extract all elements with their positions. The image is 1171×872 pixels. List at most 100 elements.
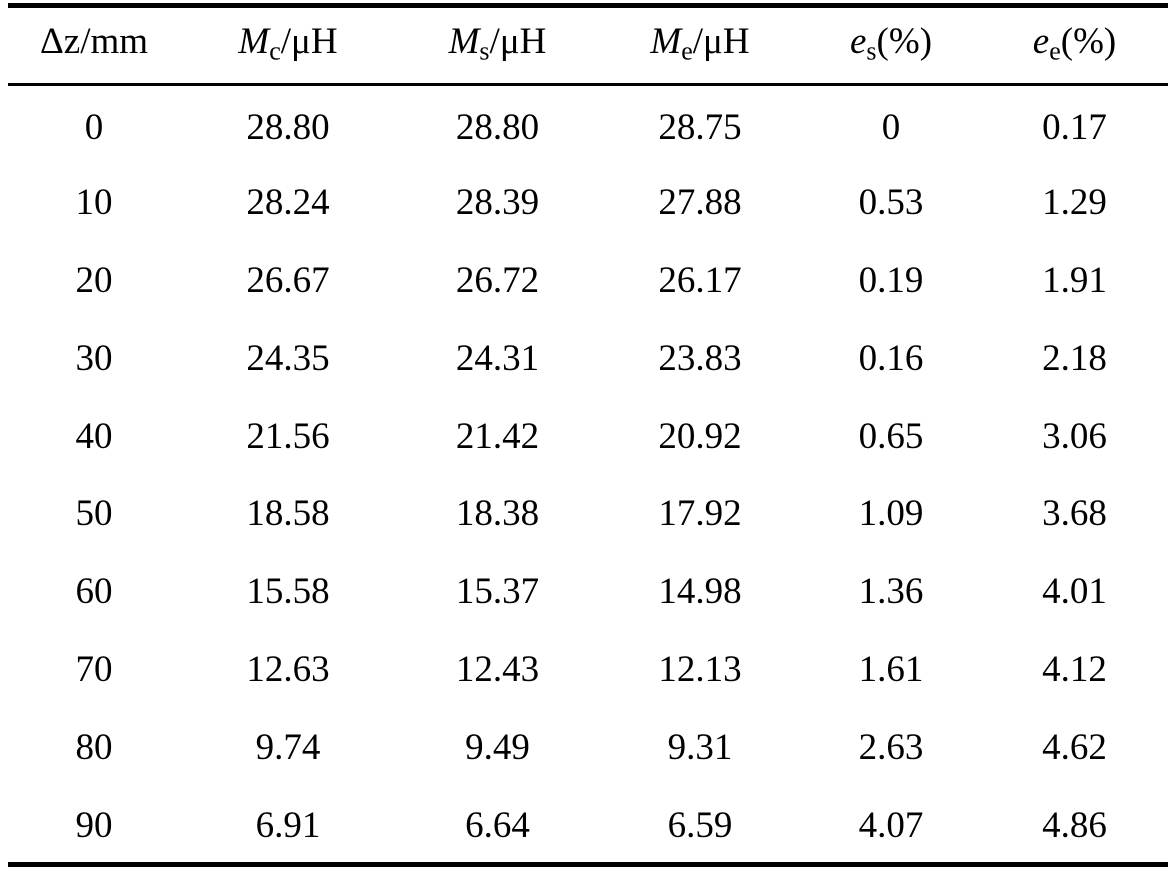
- table-cell-delta-z: 90: [75, 804, 113, 846]
- header-symbol: M: [448, 20, 480, 62]
- column-header-e-e: ee(%): [981, 0, 1168, 86]
- table-cell-e-s: 1.36: [858, 571, 924, 613]
- table-cell-m-e: 17.92: [658, 493, 742, 535]
- table-cell-m-c: 12.63: [246, 648, 330, 690]
- table-cell-delta-z: 50: [75, 493, 113, 535]
- table-cell-e-s: 0.65: [858, 415, 924, 457]
- table-cell-m-e: 27.88: [658, 182, 742, 224]
- column-header-e-s: es(%): [801, 0, 981, 86]
- table-cell-m-s: 28.39: [455, 182, 540, 224]
- table-cell-m-e: 12.13: [658, 648, 742, 690]
- header-subscript: e: [1049, 36, 1061, 66]
- header-unit: (%): [1060, 20, 1117, 62]
- table-row: 20 26.67 26.72 26.17 0.19 1.91: [8, 242, 1168, 320]
- header-symbol: Δz: [39, 20, 81, 62]
- table-cell-m-s: 26.72: [455, 259, 540, 301]
- header-unit: (%): [876, 20, 933, 62]
- table-cell-m-c: 9.74: [255, 726, 321, 768]
- table-cell-m-s: 6.64: [465, 804, 530, 846]
- header-symbol: e: [1032, 20, 1050, 62]
- header-subscript: s: [866, 36, 877, 66]
- table-cell-e-e: 1.29: [1042, 182, 1107, 224]
- header-unit: /μH: [692, 20, 750, 62]
- data-table: Δz/mm Mc/μH Ms/μH Me/μH es(%) ee(%) 0 28.80 28.…: [8, 0, 1168, 864]
- table-cell-m-c: 18.58: [246, 493, 330, 535]
- top-rule: [8, 3, 1168, 8]
- table-cell-e-e: 3.68: [1042, 493, 1107, 535]
- column-header-delta-z: Δz/mm: [8, 0, 180, 86]
- table-row: 40 21.56 21.42 20.92 0.65 3.06: [8, 397, 1168, 475]
- header-subscript: e: [681, 36, 693, 66]
- table-cell-delta-z: 80: [75, 726, 113, 768]
- table-cell-e-s: 0.19: [858, 259, 924, 301]
- table-cell-e-e: 1.91: [1042, 259, 1107, 301]
- table-row: 10 28.24 28.39 27.88 0.53 1.29: [8, 164, 1168, 242]
- bottom-rule: [8, 862, 1168, 867]
- table-cell-e-s: 4.07: [858, 804, 924, 846]
- table-cell-e-s: 0.53: [858, 182, 924, 224]
- table-row: 0 28.80 28.80 28.75 0 0.17: [8, 86, 1168, 164]
- table-row: 90 6.91 6.64 6.59 4.07 4.86: [8, 786, 1168, 864]
- table-cell-e-e: 2.18: [1042, 337, 1107, 379]
- table-cell-e-e: 3.06: [1042, 415, 1107, 457]
- header-subscript: c: [269, 36, 281, 66]
- table-body: 0 28.80 28.80 28.75 0 0.17 10 28.24 28.39 27.88 0.…: [8, 86, 1168, 864]
- table-cell-m-e: 26.17: [658, 259, 742, 301]
- table-cell-m-e: 23.83: [658, 337, 742, 379]
- table-cell-m-s: 21.42: [455, 415, 540, 457]
- table-cell-m-c: 24.35: [246, 337, 330, 379]
- header-symbol: M: [650, 20, 682, 62]
- column-header-m-s: Ms/μH: [396, 0, 599, 86]
- table-cell-m-c: 6.91: [255, 804, 321, 846]
- table-cell-delta-z: 10: [75, 182, 113, 224]
- header-subscript: s: [479, 36, 490, 66]
- table-cell-e-s: 0: [881, 107, 901, 149]
- table-cell-e-s: 1.09: [858, 493, 924, 535]
- table-cell-e-e: 0.17: [1042, 107, 1107, 149]
- header-rule: [8, 83, 1168, 86]
- header-symbol: e: [849, 20, 867, 62]
- table-cell-m-s: 9.49: [465, 726, 530, 768]
- table-cell-delta-z: 0: [84, 107, 104, 149]
- column-header-m-c: Mc/μH: [180, 0, 396, 86]
- header-symbol: M: [238, 20, 270, 62]
- table-row: 50 18.58 18.38 17.92 1.09 3.68: [8, 475, 1168, 553]
- table-cell-e-e: 4.12: [1042, 648, 1107, 690]
- table-cell-delta-z: 20: [75, 259, 113, 301]
- header-unit: /μH: [489, 20, 547, 62]
- table-cell-m-s: 18.38: [455, 493, 540, 535]
- table-row: 70 12.63 12.43 12.13 1.61 4.12: [8, 631, 1168, 709]
- table-cell-m-s: 24.31: [455, 337, 540, 379]
- header-unit: /mm: [80, 20, 149, 62]
- table-cell-m-e: 28.75: [658, 107, 742, 149]
- table-header: Δz/mm Mc/μH Ms/μH Me/μH es(%) ee(%): [8, 0, 1168, 86]
- header-row: Δz/mm Mc/μH Ms/μH Me/μH es(%) ee(%): [8, 0, 1168, 86]
- table-cell-m-s: 28.80: [455, 107, 540, 149]
- table-cell-e-s: 2.63: [858, 726, 924, 768]
- table-cell-delta-z: 30: [75, 337, 113, 379]
- table-row: 30 24.35 24.31 23.83 0.16 2.18: [8, 319, 1168, 397]
- table-cell-e-s: 1.61: [858, 648, 924, 690]
- table-cell-m-c: 28.80: [246, 107, 330, 149]
- header-unit: /μH: [280, 20, 338, 62]
- table-cell-e-s: 0.16: [858, 337, 924, 379]
- table-cell-delta-z: 70: [75, 648, 113, 690]
- table-cell-e-e: 4.86: [1042, 804, 1107, 846]
- table-cell-m-c: 26.67: [246, 259, 330, 301]
- table-cell-m-s: 12.43: [455, 648, 540, 690]
- table-cell-delta-z: 60: [75, 571, 113, 613]
- table-row: 60 15.58 15.37 14.98 1.36 4.01: [8, 553, 1168, 631]
- table-cell-e-e: 4.62: [1042, 726, 1107, 768]
- table-cell-m-c: 15.58: [246, 571, 330, 613]
- table-cell-m-c: 21.56: [246, 415, 330, 457]
- table-cell-e-e: 4.01: [1042, 571, 1107, 613]
- table-cell-m-e: 14.98: [658, 571, 742, 613]
- table-cell-m-e: 6.59: [667, 804, 733, 846]
- table-cell-m-e: 20.92: [658, 415, 742, 457]
- table-cell-m-s: 15.37: [455, 571, 540, 613]
- table-cell-m-c: 28.24: [246, 182, 330, 224]
- table-cell-delta-z: 40: [75, 415, 113, 457]
- table-cell-m-e: 9.31: [667, 726, 733, 768]
- table-row: 80 9.74 9.49 9.31 2.63 4.62: [8, 708, 1168, 786]
